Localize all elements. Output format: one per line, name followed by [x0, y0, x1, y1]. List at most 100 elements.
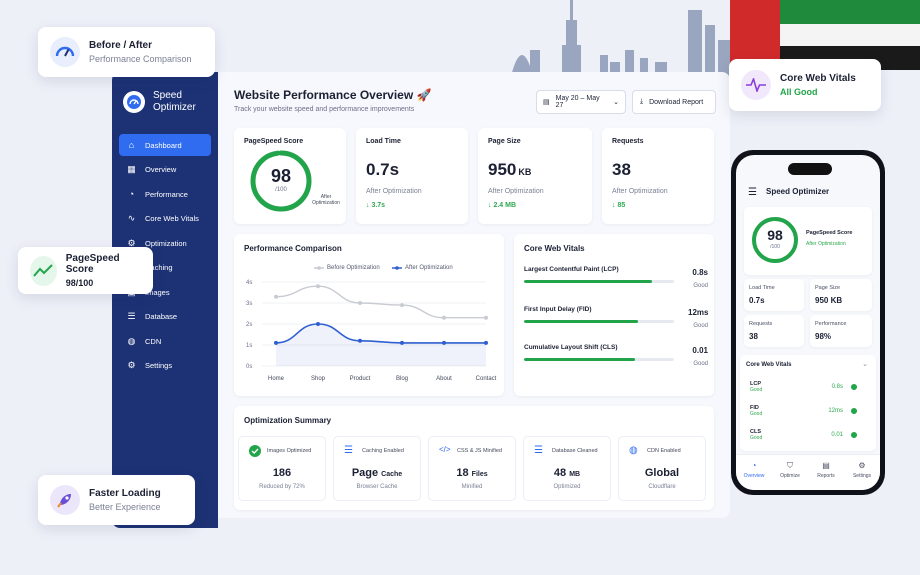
cwv-row-fid: First Input Delay (FID) 12ms Good	[524, 306, 708, 329]
score-value: 98	[270, 166, 292, 186]
summary-number: Global	[644, 467, 680, 479]
summary-unit: MB	[569, 471, 581, 478]
gear-icon: ⚙	[127, 237, 136, 248]
summary-value: Page Cache	[334, 467, 420, 479]
sidebar-item-database[interactable]: ☰ Database	[119, 306, 211, 328]
tab-optimize[interactable]: ⛉ Optimize	[775, 461, 805, 479]
gauge-icon: ◔	[128, 189, 135, 199]
summary-value: 18 Files	[429, 467, 515, 479]
sidebar-item-cdn[interactable]: ◍ CDN	[119, 330, 211, 352]
cwv-progress-fill	[524, 358, 635, 361]
check-icon	[249, 445, 263, 459]
sidebar-item-dashboard[interactable]: ⌂ Dashboard	[119, 134, 211, 156]
tab-reports[interactable]: ▤ Reports	[811, 461, 841, 479]
summary-label: CDN Enabled	[647, 448, 681, 454]
cwv-value: 0.01	[692, 346, 708, 355]
sidebar-item-label: Core Web Vitals	[145, 214, 199, 223]
cwv-status: Good	[693, 323, 708, 329]
phone-stat-value: 0.7s	[749, 296, 765, 305]
sidebar-item-overview[interactable]: ▦ Overview	[119, 159, 211, 181]
phone-notch	[788, 163, 832, 175]
data-point-after	[316, 322, 320, 326]
metric-note: After Optimization	[366, 188, 422, 195]
pulse-icon	[741, 70, 771, 100]
legend-label: After Optimization	[405, 265, 453, 271]
chevron-down-icon: ⌄	[613, 99, 619, 106]
sidebar-item-settings[interactable]: ⚙ Settings	[119, 355, 211, 377]
metric-label: Load Time	[366, 138, 401, 145]
phone-mockup: ☰ Speed Optimizer 98 /100 PageSpeed Scor…	[731, 150, 885, 495]
summary-item-minified: </> CSS & JS Minified 18 Files Minified	[428, 436, 516, 501]
phone-stat-value: 38	[749, 332, 758, 341]
section-title: Optimization Summary	[244, 416, 332, 425]
phone-stat-requests: Requests 38	[744, 315, 804, 347]
chevron-down-icon[interactable]: ⌄	[862, 361, 868, 368]
summary-number: 186	[272, 467, 292, 479]
sidebar-item-optimization[interactable]: ⚙ Optimization	[119, 232, 211, 254]
menu-icon[interactable]: ☰	[748, 187, 757, 198]
sidebar-item-label: Dashboard	[145, 140, 182, 150]
phone-screen: ☰ Speed Optimizer 98 /100 PageSpeed Scor…	[736, 155, 880, 490]
score-arc	[250, 150, 312, 212]
phone-cwv-value: 0.01	[831, 432, 843, 438]
sidebar-item-label: Caching	[145, 263, 173, 272]
data-point-before	[442, 315, 446, 320]
date-range-picker[interactable]: ▤ May 20 – May 27 ⌄	[536, 90, 626, 114]
overview-icon: ▦	[127, 164, 136, 174]
series-line-after	[275, 323, 486, 344]
data-point-after	[442, 340, 446, 345]
badge-subtitle: All Good	[780, 87, 818, 97]
phone-stat-value: 950 KB	[815, 296, 843, 305]
pulse-icon: ∿	[127, 213, 136, 223]
phone-cwv-cls: CLS Good 0.01	[750, 429, 866, 446]
calendar-icon: ▤	[543, 99, 550, 106]
phone-cwv-value: 12ms	[828, 408, 843, 414]
phone-stat-label: Performance	[815, 321, 847, 327]
database-icon: ☰	[127, 311, 136, 321]
legend-line-icon	[392, 266, 402, 270]
download-report-button[interactable]: ⤓ Download Report	[632, 90, 716, 114]
badge-subtitle: 98/100	[65, 278, 94, 288]
summary-sub: Optimized	[553, 484, 581, 490]
rocket-icon	[50, 485, 80, 515]
sidebar-item-performance[interactable]: ◔ Performance	[119, 183, 211, 205]
metric-number: 950	[488, 160, 517, 179]
sidebar-item-label: CDN	[145, 336, 162, 346]
summary-label: Images Optimized	[267, 448, 312, 454]
core-web-vitals-card: Core Web Vitals Largest Contentful Paint…	[514, 234, 714, 396]
sidebar-item-core-web-vitals[interactable]: ∿ Core Web Vitals	[119, 208, 211, 230]
core-web-vitals-badge: Core Web Vitals All Good	[729, 59, 881, 111]
series-area-after	[276, 324, 486, 366]
cwv-row-cls: Cumulative Layout Shift (CLS) 0.01 Good	[524, 344, 708, 367]
sidebar-item-label: Performance	[145, 189, 188, 199]
sidebar: Speed Optimizer ⌂ Dashboard ▦ Overview ◔ Pe…	[112, 72, 218, 528]
badge-subtitle: Performance Comparison	[89, 54, 192, 64]
phone-stat-value: 98%	[815, 332, 832, 341]
summary-value: 48 MB	[524, 467, 610, 479]
summary-number: 18	[456, 467, 469, 479]
tab-label: Reports	[817, 473, 835, 479]
summary-value: 186	[239, 467, 325, 479]
phone-cwv-name: CLS	[750, 429, 761, 435]
metric-unit: KB	[518, 167, 532, 177]
status-dot-icon	[851, 408, 857, 414]
cwv-row-lcp: Largest Contentful Paint (LCP) 0.8s Good	[524, 266, 708, 289]
gauge-icon: ◔	[751, 461, 757, 470]
status-dot-icon	[851, 384, 857, 390]
status-dot-icon	[851, 432, 857, 438]
tab-overview[interactable]: ◔ Overview	[739, 461, 769, 479]
cache-icon: ☰	[344, 445, 353, 456]
sidebar-item-label: Settings	[145, 361, 173, 370]
x-tick-label: Product	[350, 376, 371, 382]
phone-score-arc	[752, 217, 798, 263]
summary-value: Global	[619, 467, 705, 479]
y-tick-label: 2s	[246, 322, 252, 328]
metric-value: 950 KB	[488, 160, 531, 180]
phone-cwv-fid: FID Good 12ms	[750, 405, 866, 422]
tab-settings[interactable]: ⚙ Settings	[847, 461, 877, 479]
x-tick-label: Shop	[311, 376, 326, 382]
legend-label: Before Optimization	[327, 265, 380, 271]
x-tick-label: About	[436, 376, 452, 382]
summary-label: Database Cleaned	[552, 448, 598, 454]
summary-sub: Cloudflare	[648, 484, 676, 490]
